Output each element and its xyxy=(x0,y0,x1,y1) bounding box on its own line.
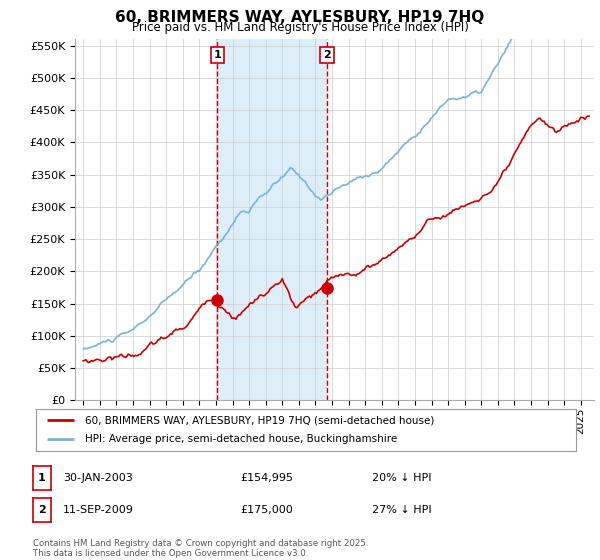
Text: 20% ↓ HPI: 20% ↓ HPI xyxy=(372,473,431,483)
Text: Price paid vs. HM Land Registry's House Price Index (HPI): Price paid vs. HM Land Registry's House … xyxy=(131,21,469,34)
Text: 2: 2 xyxy=(323,50,331,60)
Text: 27% ↓ HPI: 27% ↓ HPI xyxy=(372,505,431,515)
Bar xyxy=(217,39,327,400)
Text: 1: 1 xyxy=(214,50,221,60)
Text: £175,000: £175,000 xyxy=(240,505,293,515)
Text: 60, BRIMMERS WAY, AYLESBURY, HP19 7HQ (semi-detached house): 60, BRIMMERS WAY, AYLESBURY, HP19 7HQ (s… xyxy=(85,415,434,425)
Text: 1: 1 xyxy=(38,473,46,483)
Text: 2: 2 xyxy=(38,505,46,515)
Text: HPI: Average price, semi-detached house, Buckinghamshire: HPI: Average price, semi-detached house,… xyxy=(85,435,397,445)
Text: £154,995: £154,995 xyxy=(240,473,293,483)
Text: 60, BRIMMERS WAY, AYLESBURY, HP19 7HQ: 60, BRIMMERS WAY, AYLESBURY, HP19 7HQ xyxy=(115,10,485,25)
Text: 11-SEP-2009: 11-SEP-2009 xyxy=(63,505,134,515)
Text: Contains HM Land Registry data © Crown copyright and database right 2025.
This d: Contains HM Land Registry data © Crown c… xyxy=(33,539,368,558)
Text: 30-JAN-2003: 30-JAN-2003 xyxy=(63,473,133,483)
